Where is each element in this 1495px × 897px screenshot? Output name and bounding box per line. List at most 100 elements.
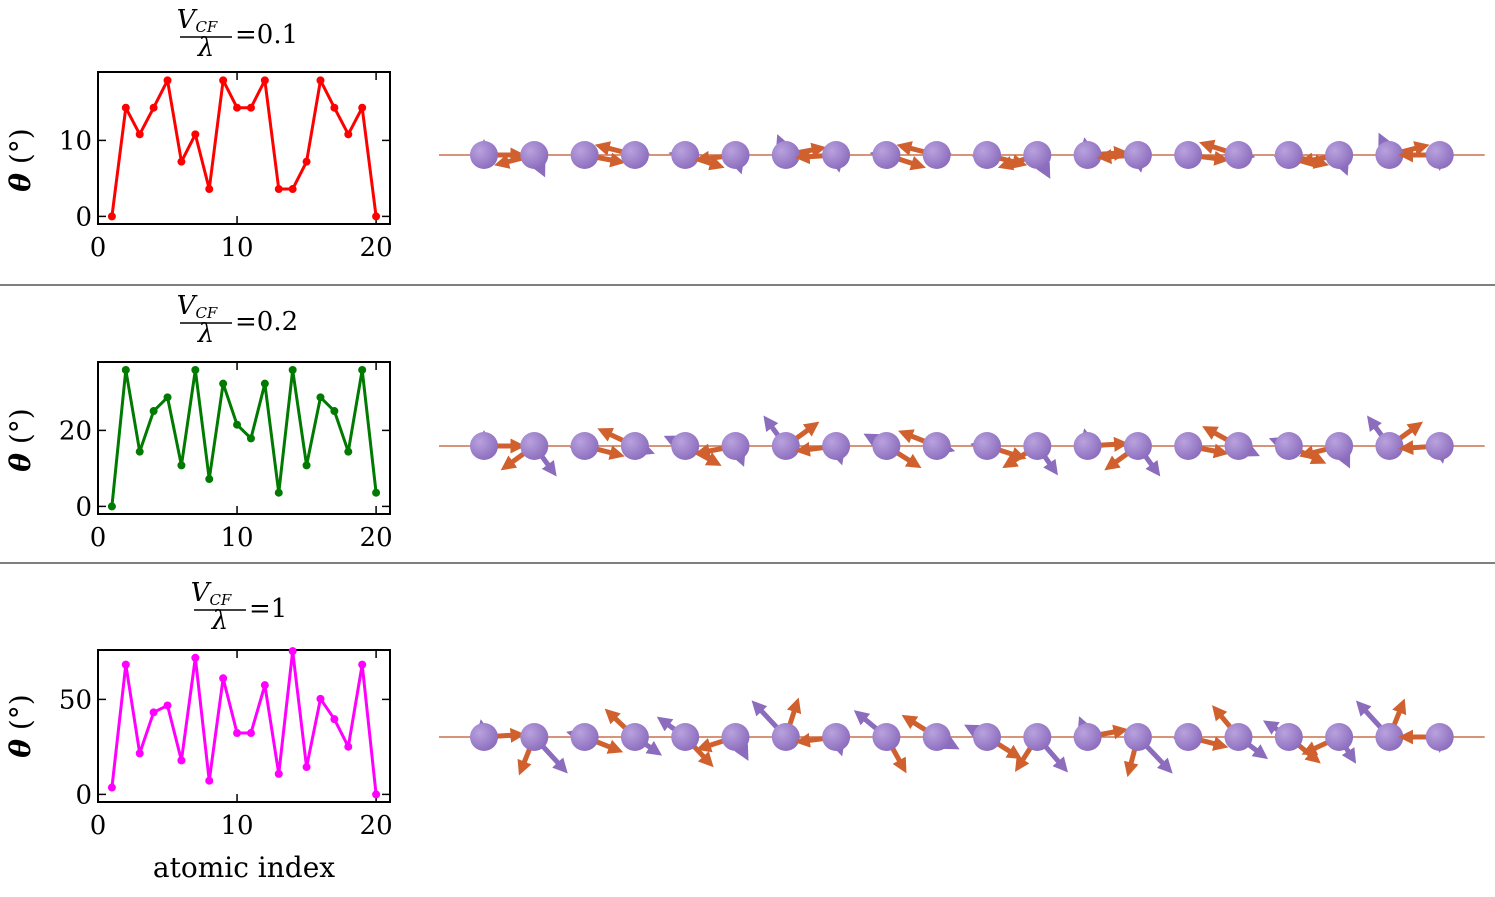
x-tick-label: 10 (221, 811, 254, 841)
data-point (260, 379, 269, 388)
atom-sphere (671, 723, 700, 751)
atom-sphere (470, 723, 498, 751)
plot-frame (97, 649, 391, 803)
y-axis-symbol: θ (4, 173, 37, 192)
panel-title: VCF λ =1 (191, 578, 288, 636)
y-tick-label: 0 (75, 492, 92, 522)
data-point (191, 365, 200, 374)
atom-sphere (671, 432, 700, 460)
atom-sphere (1073, 141, 1102, 169)
data-point (316, 694, 325, 703)
data-point (288, 365, 297, 374)
data-point (358, 365, 367, 374)
data-point (121, 660, 130, 669)
atom-sphere (1425, 723, 1454, 751)
spin-chain-3 (439, 697, 1485, 778)
atom-sphere (1123, 141, 1152, 169)
atom-sphere (822, 723, 851, 751)
atom-sphere (570, 432, 599, 460)
data-point (344, 130, 353, 139)
theta-series-line (110, 368, 378, 507)
data-point (205, 776, 214, 785)
title-numerator-sub: CF (195, 18, 217, 36)
atom-sphere (570, 141, 599, 169)
y-tick-label: 50 (59, 685, 92, 715)
atom-sphere (1325, 723, 1354, 751)
atom-sphere (1123, 723, 1152, 751)
x-tick-label: 20 (360, 233, 393, 263)
data-point (135, 749, 144, 758)
atom-sphere (771, 432, 800, 460)
atom-sphere (1425, 141, 1454, 169)
data-point (246, 729, 255, 738)
data-point (107, 212, 116, 221)
atom-sphere (771, 141, 800, 169)
svg-text:VCF: VCF (177, 5, 218, 36)
atom-sphere (872, 141, 901, 169)
data-point (372, 488, 381, 497)
atom-sphere (1375, 723, 1404, 751)
data-point (205, 185, 214, 194)
title-denominator: λ (197, 319, 214, 349)
y-tick-label: 10 (59, 126, 92, 156)
atom-sphere (1023, 432, 1052, 460)
atom-sphere (872, 432, 901, 460)
data-point (246, 103, 255, 112)
panel-title: VCF λ =0.2 (177, 291, 298, 349)
svg-text:VCF: VCF (191, 578, 232, 609)
theta-series-line (110, 78, 378, 217)
data-point (358, 103, 367, 112)
data-point (330, 715, 339, 724)
theta-plot-1: 0 10 20 0 10 (59, 71, 393, 263)
data-point (163, 76, 172, 85)
data-point (163, 701, 172, 710)
theta-plot-2: 0 10 20 0 20 (59, 361, 393, 553)
atom-sphere (1224, 141, 1253, 169)
title-numerator-base: V (177, 5, 198, 35)
x-tick-label: 10 (221, 523, 254, 553)
svg-text:θ (°): θ (°) (4, 408, 37, 471)
data-point (219, 76, 228, 85)
atom-sphere (1274, 141, 1303, 169)
data-point (260, 76, 269, 85)
x-tick-label: 20 (360, 523, 393, 553)
data-point (219, 379, 228, 388)
data-point (107, 783, 116, 792)
data-point (177, 461, 186, 470)
atom-sphere (1073, 723, 1102, 751)
data-point (177, 157, 186, 166)
atom-sphere (520, 723, 549, 751)
title-equals: =0.1 (235, 20, 298, 50)
data-point (121, 365, 130, 374)
data-point (274, 769, 283, 778)
atom-sphere (1425, 432, 1454, 460)
atom-sphere (822, 432, 851, 460)
data-point (316, 393, 325, 402)
y-tick-label: 0 (75, 780, 92, 810)
atom-sphere (520, 432, 549, 460)
data-point (135, 447, 144, 456)
data-point (149, 407, 158, 416)
title-denominator: λ (197, 33, 214, 63)
data-point (205, 475, 214, 484)
data-point (330, 103, 339, 112)
atom-sphere (1174, 723, 1203, 751)
data-point (344, 447, 353, 456)
theta-series-line (110, 649, 378, 795)
y-axis-symbol: θ (4, 453, 37, 472)
y-axis-title: θ (°) (4, 694, 37, 757)
atom-sphere (771, 723, 800, 751)
data-point (233, 420, 242, 429)
y-axis-unit: (°) (4, 408, 37, 444)
data-point (191, 130, 200, 139)
x-tick-label: 0 (90, 523, 107, 553)
atom-sphere (620, 141, 649, 169)
plot-frame (97, 361, 391, 515)
atom-sphere (1224, 723, 1253, 751)
atom-sphere (570, 723, 599, 751)
data-point (372, 790, 381, 799)
y-axis-title: θ (°) (4, 128, 37, 191)
atom-sphere (1174, 432, 1203, 460)
atom-sphere (1123, 432, 1152, 460)
